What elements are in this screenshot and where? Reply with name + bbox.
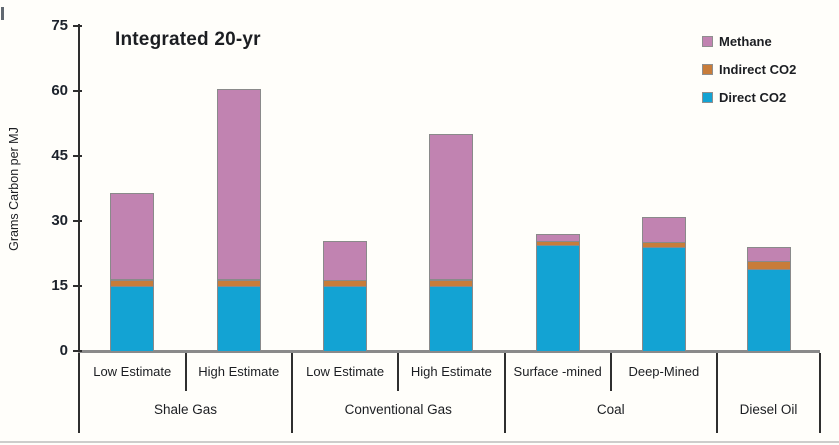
category-label: Low Estimate xyxy=(93,364,172,379)
bar-segment-direct-co2 xyxy=(323,286,368,352)
bar-segment-direct-co2 xyxy=(216,286,261,352)
bar-segment-indirect-co2 xyxy=(746,261,791,270)
bar-segment-methane xyxy=(323,240,368,281)
bar-segment-methane xyxy=(216,88,261,281)
legend-item: Methane xyxy=(702,33,772,49)
y-axis-line xyxy=(78,24,80,353)
y-tick-label: 0 xyxy=(59,342,68,359)
category-label: High Estimate xyxy=(410,364,492,379)
y-tick-mark xyxy=(73,220,82,222)
bar-segment-direct-co2 xyxy=(641,247,686,352)
bar-segment-methane xyxy=(641,216,686,243)
scan-artifact xyxy=(1,7,4,20)
bar-segment-indirect-co2 xyxy=(110,279,155,287)
category-label: Deep-Mined xyxy=(628,364,700,379)
bar-segment-direct-co2 xyxy=(110,286,155,352)
group-label: Shale Gas xyxy=(153,402,218,417)
y-tick-mark xyxy=(73,25,82,27)
bar-segment-methane xyxy=(110,192,155,281)
legend-label: Indirect CO2 xyxy=(719,61,797,77)
y-tick-mark xyxy=(73,155,82,157)
y-tick-label: 30 xyxy=(51,212,68,229)
sub-divider xyxy=(184,353,187,391)
legend-swatch-indirect-co2 xyxy=(702,63,713,75)
group-label: Conventional Gas xyxy=(344,402,452,417)
sub-divider xyxy=(609,353,612,391)
y-tick-mark xyxy=(73,350,82,352)
legend-label: Methane xyxy=(719,33,772,49)
category-label: Low Estimate xyxy=(306,364,385,379)
y-tick-mark xyxy=(73,90,82,92)
bar-segment-direct-co2 xyxy=(746,268,791,352)
legend-item: Direct CO2 xyxy=(702,89,786,105)
group-divider xyxy=(291,353,293,433)
y-tick-mark xyxy=(73,285,82,287)
y-tick-label: 75 xyxy=(51,17,68,34)
bar-segment-direct-co2 xyxy=(535,244,580,352)
bar-segment-indirect-co2 xyxy=(216,279,261,287)
bar-segment-indirect-co2 xyxy=(429,279,474,287)
group-label: Diesel Oil xyxy=(739,402,798,417)
sub-divider xyxy=(397,353,400,391)
group-divider xyxy=(716,353,718,433)
legend-swatch-direct-co2 xyxy=(702,91,713,103)
y-tick-label: 15 xyxy=(51,277,68,294)
bottom-rule xyxy=(0,441,839,443)
bar-segment-methane xyxy=(429,134,474,281)
y-axis-label: Grams Carbon per MJ xyxy=(7,127,21,251)
category-label: Surface -mined xyxy=(513,364,602,379)
category-label: High Estimate xyxy=(198,364,280,379)
bar-segment-indirect-co2 xyxy=(323,279,368,287)
y-tick-label: 45 xyxy=(51,147,68,164)
group-divider xyxy=(78,353,80,433)
chart-title: Integrated 20-yr xyxy=(115,29,261,50)
y-tick-label: 60 xyxy=(51,82,68,99)
group-divider xyxy=(503,353,506,433)
group-label: Coal xyxy=(596,402,625,417)
legend-label: Direct CO2 xyxy=(719,89,787,105)
bar-segment-direct-co2 xyxy=(429,286,474,352)
legend-item: Indirect CO2 xyxy=(702,61,796,77)
group-divider xyxy=(819,353,821,433)
bar-segment-methane xyxy=(746,247,791,263)
bar-segment-methane xyxy=(535,234,580,242)
legend-swatch-methane xyxy=(702,35,713,47)
